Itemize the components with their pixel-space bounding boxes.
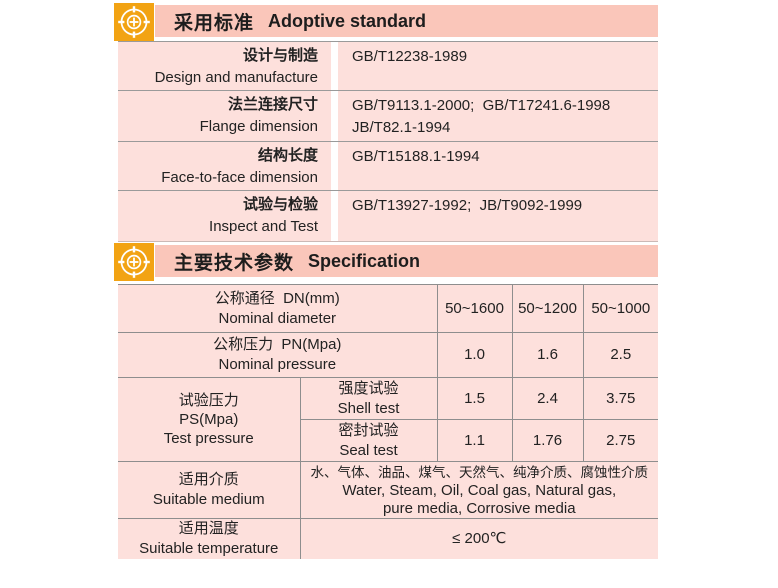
medium-list-en: Water, Steam, Oil, Coal gas, Natural gas… xyxy=(342,481,617,499)
table-row-inspect: 试验与检验 Inspect and Test GB/T13927-1992; J… xyxy=(118,190,658,241)
row-label: 结构长度 Face-to-face dimension xyxy=(118,142,331,190)
pn-value-1: 1.0 xyxy=(436,332,513,378)
dn-range-3: 50~1000 xyxy=(582,284,659,333)
spec-label-en: Suitable medium xyxy=(152,491,265,508)
section-title-en: Adoptive standard xyxy=(268,10,427,31)
standard-code: GB/T9113.1-2000; GB/T17241.6-1998 xyxy=(352,97,611,114)
spec-label-en: Test pressure xyxy=(163,430,254,447)
row-value: GB/T13927-1992; JB/T9092-1999 xyxy=(338,191,658,241)
table-row-flange: 法兰连接尺寸 Flange dimension GB/T9113.1-2000;… xyxy=(118,90,658,141)
spec-label-pn: 公称压力 PN(Mpa) Nominal pressure xyxy=(118,332,438,378)
medium-value: 水、气体、油品、煤气、天然气、纯净介质、腐蚀性介质 Water, Steam, … xyxy=(299,461,659,519)
spec-label-zh: 适用介质 xyxy=(178,471,239,488)
row-value: GB/T12238-1989 xyxy=(338,42,658,90)
row-value: GB/T9113.1-2000; GB/T17241.6-1998 JB/T82… xyxy=(338,91,658,141)
medium-list-en: pure media, Corrosive media xyxy=(382,499,576,517)
seal-value-3: 2.75 xyxy=(582,419,659,462)
row-label: 试验与检验 Inspect and Test xyxy=(118,191,331,241)
spec-row-suitable-temperature: 适用温度 Suitable temperature ≤ 200℃ xyxy=(118,518,659,559)
spec-sublabel-en: Shell test xyxy=(337,399,400,417)
spec-sublabel-seal: 密封试验 Seal test xyxy=(299,419,438,462)
spec-sublabel-shell: 强度试验 Shell test xyxy=(299,377,438,420)
temperature-value: ≤ 200℃ xyxy=(299,518,659,559)
spec-row-seal-test: 密封试验 Seal test 1.1 1.76 2.75 xyxy=(118,419,659,462)
spec-row-nominal-diameter: 公称通径 DN(mm) Nominal diameter 50~1600 50~… xyxy=(118,284,659,333)
standard-code: JB/T82.1-1994 xyxy=(352,119,451,136)
row-label-zh: 设计与制造 xyxy=(242,47,318,64)
seal-value-2: 1.76 xyxy=(511,419,584,462)
section-title-zh: 采用标准 xyxy=(174,12,255,34)
spec-label-zh: 公称压力 PN(Mpa) xyxy=(213,336,342,353)
row-label-en: Face-to-face dimension xyxy=(161,169,318,186)
standards-table: 设计与制造 Design and manufacture GB/T12238-1… xyxy=(118,41,658,242)
spec-label-symbol: PS(Mpa) xyxy=(179,411,239,428)
medium-list-zh: 水、气体、油品、煤气、天然气、纯净介质、腐蚀性介质 xyxy=(310,464,649,480)
section-header-standards: 采用标准 Adoptive standard xyxy=(113,2,658,42)
spec-label-temperature: 适用温度 Suitable temperature xyxy=(118,518,301,559)
row-label-en: Flange dimension xyxy=(199,118,318,135)
target-icon xyxy=(113,242,155,282)
spec-sublabel-zh: 密封试验 xyxy=(338,421,399,439)
seal-value-1: 1.1 xyxy=(436,419,513,462)
row-label-zh: 法兰连接尺寸 xyxy=(227,96,318,113)
spec-row-shell-test: 试验压力 PS(Mpa) Test pressure 强度试验 Shell te… xyxy=(118,377,659,462)
row-value: GB/T15188.1-1994 xyxy=(338,142,658,190)
shell-value-1: 1.5 xyxy=(436,377,513,420)
standard-code: GB/T12238-1989 xyxy=(352,48,468,65)
spec-label-en: Suitable temperature xyxy=(139,540,279,557)
section-title-en: Specification xyxy=(308,250,421,271)
pn-value-3: 2.5 xyxy=(582,332,659,378)
spec-row-suitable-medium: 适用介质 Suitable medium 水、气体、油品、煤气、天然气、纯净介质… xyxy=(118,461,659,519)
specification-table: 公称通径 DN(mm) Nominal diameter 50~1600 50~… xyxy=(118,284,659,559)
row-label-en: Design and manufacture xyxy=(154,69,318,86)
row-label-zh: 试验与检验 xyxy=(242,196,318,213)
row-label-zh: 结构长度 xyxy=(257,147,318,164)
dn-range-1: 50~1600 xyxy=(436,284,513,333)
spec-label-zh: 公称通径 DN(mm) xyxy=(214,289,340,307)
shell-value-3: 3.75 xyxy=(582,377,659,420)
spec-label-en: Nominal pressure xyxy=(218,356,337,373)
spec-label-dn: 公称通径 DN(mm) Nominal diameter xyxy=(118,284,438,333)
spec-label-zh: 适用温度 xyxy=(178,520,239,537)
standard-code: GB/T13927-1992; JB/T9092-1999 xyxy=(352,197,583,214)
target-icon xyxy=(113,2,155,42)
pn-value-2: 1.6 xyxy=(511,332,584,378)
spec-sublabel-zh: 强度试验 xyxy=(338,379,399,397)
section-header-specification: 主要技术参数 Specification xyxy=(113,242,658,282)
spec-label-test-pressure: 试验压力 PS(Mpa) Test pressure xyxy=(118,377,301,462)
spec-sublabel-en: Seal test xyxy=(339,441,398,459)
row-label: 法兰连接尺寸 Flange dimension xyxy=(118,91,331,141)
section-title-zh: 主要技术参数 xyxy=(174,252,295,274)
table-row-design: 设计与制造 Design and manufacture GB/T12238-1… xyxy=(118,42,658,90)
table-row-face-to-face: 结构长度 Face-to-face dimension GB/T15188.1-… xyxy=(118,141,658,190)
dn-range-2: 50~1200 xyxy=(511,284,584,333)
standard-code: GB/T15188.1-1994 xyxy=(352,148,480,165)
spec-row-nominal-pressure: 公称压力 PN(Mpa) Nominal pressure 1.0 1.6 2.… xyxy=(118,332,659,378)
spec-label-en: Nominal diameter xyxy=(218,309,337,327)
row-label: 设计与制造 Design and manufacture xyxy=(118,42,331,90)
spec-label-medium: 适用介质 Suitable medium xyxy=(118,461,301,519)
row-label-en: Inspect and Test xyxy=(209,218,318,235)
shell-value-2: 2.4 xyxy=(511,377,584,420)
spec-label-zh: 试验压力 xyxy=(178,392,239,409)
